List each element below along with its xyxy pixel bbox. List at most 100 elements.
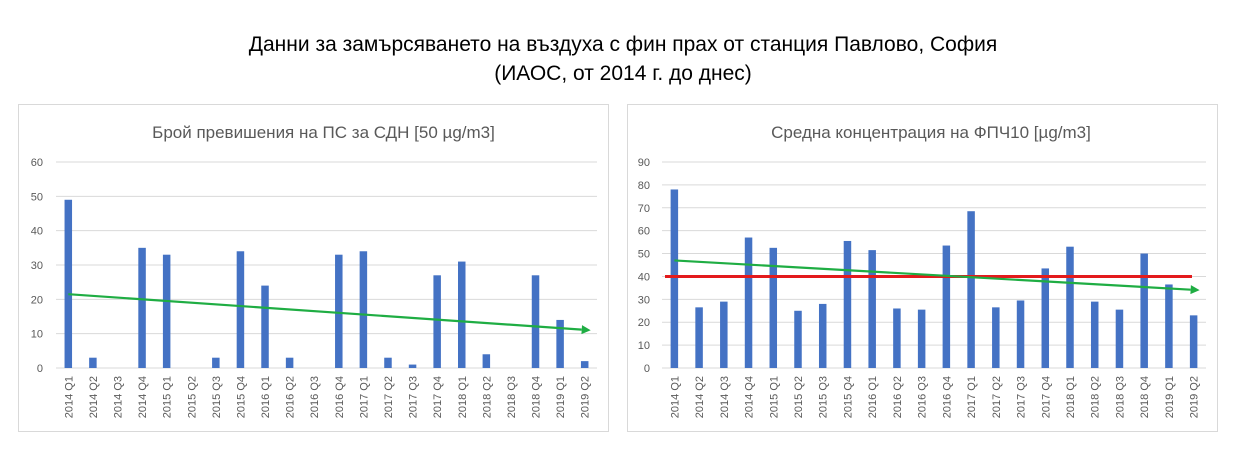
bar xyxy=(64,199,73,368)
x-tick-label: 2015 Q1 xyxy=(768,376,780,418)
y-tick-label: 60 xyxy=(31,157,43,169)
bar xyxy=(992,307,1000,368)
bar xyxy=(482,354,491,368)
bar xyxy=(695,307,703,368)
trend-arrowhead xyxy=(1190,285,1200,295)
bar xyxy=(335,254,343,368)
y-tick-label: 50 xyxy=(31,191,43,203)
y-tick-label: 10 xyxy=(638,340,650,352)
bar xyxy=(843,240,852,368)
bar xyxy=(359,251,368,368)
bar xyxy=(868,250,876,368)
x-tick-label: 2016 Q3 xyxy=(917,376,929,418)
bar xyxy=(893,308,901,368)
bar xyxy=(744,237,753,368)
x-tick-label: 2017 Q1 xyxy=(966,376,978,418)
y-tick-label: 50 xyxy=(638,249,650,261)
chart-title: Брой превишения на ПС за СДН [50 µg/m3] xyxy=(152,123,495,142)
x-tick-label: 2015 Q3 xyxy=(818,376,830,418)
y-tick-label: 40 xyxy=(638,271,650,283)
bar xyxy=(556,319,564,368)
y-tick-label: 30 xyxy=(638,294,650,306)
x-tick-label: 2018 Q3 xyxy=(1114,376,1126,418)
x-tick-label: 2015 Q3 xyxy=(211,376,223,418)
x-tick-label: 2014 Q4 xyxy=(744,376,756,418)
x-tick-label: 2017 Q3 xyxy=(1016,376,1028,418)
x-tick-label: 2018 Q2 xyxy=(1090,376,1102,418)
x-tick-label: 2019 Q2 xyxy=(580,376,592,418)
bar xyxy=(162,254,171,368)
bar xyxy=(531,275,540,368)
exceedances-chart: Брой превишения на ПС за СДН [50 µg/m3] 0… xyxy=(18,104,609,432)
y-tick-label: 0 xyxy=(37,363,43,375)
exceedances-chart-svg: Брой превишения на ПС за СДН [50 µg/m3] 0… xyxy=(31,123,597,418)
x-tick-label: 2018 Q4 xyxy=(531,376,543,418)
x-tick-label: 2014 Q3 xyxy=(112,376,124,418)
y-tick-label: 60 xyxy=(638,226,650,238)
bar xyxy=(433,275,441,368)
x-tick-label: 2018 Q4 xyxy=(1139,376,1151,418)
x-tick-label: 2017 Q4 xyxy=(432,376,444,418)
bar xyxy=(1165,284,1173,368)
y-tick-label: 80 xyxy=(638,180,650,192)
y-tick-label: 40 xyxy=(31,226,43,238)
bar xyxy=(408,364,417,368)
x-tick-label: 2016 Q2 xyxy=(285,376,297,418)
bar xyxy=(89,357,97,368)
x-tick-label: 2014 Q3 xyxy=(719,376,731,418)
bar xyxy=(1016,300,1025,368)
x-tick-label: 2015 Q2 xyxy=(793,376,805,418)
bar xyxy=(384,357,392,368)
x-tick-label: 2015 Q4 xyxy=(235,376,247,418)
bar xyxy=(670,189,679,368)
x-tick-label: 2019 Q1 xyxy=(555,376,567,418)
x-tick-label: 2018 Q1 xyxy=(1065,376,1077,418)
bar xyxy=(261,285,269,368)
x-tick-label: 2018 Q3 xyxy=(506,376,518,418)
bar xyxy=(458,261,466,368)
x-tick-label: 2016 Q3 xyxy=(309,376,321,418)
trend-line xyxy=(674,259,1191,291)
x-tick-label: 2018 Q2 xyxy=(481,376,493,418)
bar xyxy=(236,251,245,368)
x-tick-label: 2017 Q2 xyxy=(991,376,1003,418)
x-tick-label: 2017 Q3 xyxy=(408,376,420,418)
x-tick-label: 2017 Q4 xyxy=(1040,376,1052,418)
bar xyxy=(138,247,146,368)
x-tick-label: 2016 Q1 xyxy=(867,376,879,418)
x-tick-label: 2014 Q2 xyxy=(88,376,100,418)
y-tick-label: 70 xyxy=(638,203,650,215)
x-tick-label: 2015 Q1 xyxy=(162,376,174,418)
bar xyxy=(942,245,951,368)
bar xyxy=(917,309,926,368)
x-tick-label: 2018 Q1 xyxy=(457,376,469,418)
bar xyxy=(769,247,778,368)
bar xyxy=(1189,315,1198,368)
main-title-line-1: Данни за замърсяването на въздуха с фин … xyxy=(248,33,998,56)
bar xyxy=(1090,301,1099,368)
x-tick-label: 2016 Q4 xyxy=(334,376,346,418)
y-tick-label: 10 xyxy=(31,329,43,341)
x-tick-label: 2015 Q2 xyxy=(186,376,198,418)
bar xyxy=(1140,253,1148,368)
x-tick-label: 2014 Q1 xyxy=(63,376,75,418)
chart-title: Средна концентрация на ФПЧ10 [µg/m3] xyxy=(771,123,1091,142)
bar xyxy=(967,211,975,368)
trend-line xyxy=(68,293,582,331)
main-title: Данни за замърсяването на въздуха с фин … xyxy=(0,30,1246,88)
concentration-chart-svg: Средна концентрация на ФПЧ10 [µg/m3] 0 10 2… xyxy=(638,123,1206,418)
bar xyxy=(1041,268,1050,368)
x-tick-label: 2019 Q2 xyxy=(1189,376,1201,418)
x-tick-label: 2016 Q2 xyxy=(892,376,904,418)
x-tick-label: 2017 Q1 xyxy=(358,376,370,418)
bar xyxy=(1115,309,1124,368)
bar xyxy=(794,310,802,368)
bar xyxy=(212,357,220,368)
bar xyxy=(285,357,294,368)
bar xyxy=(1066,246,1074,368)
x-tick-label: 2019 Q1 xyxy=(1164,376,1176,418)
bar xyxy=(720,301,728,368)
x-tick-label: 2014 Q4 xyxy=(137,376,149,418)
x-tick-label: 2014 Q2 xyxy=(694,376,706,418)
y-tick-label: 90 xyxy=(638,157,650,169)
